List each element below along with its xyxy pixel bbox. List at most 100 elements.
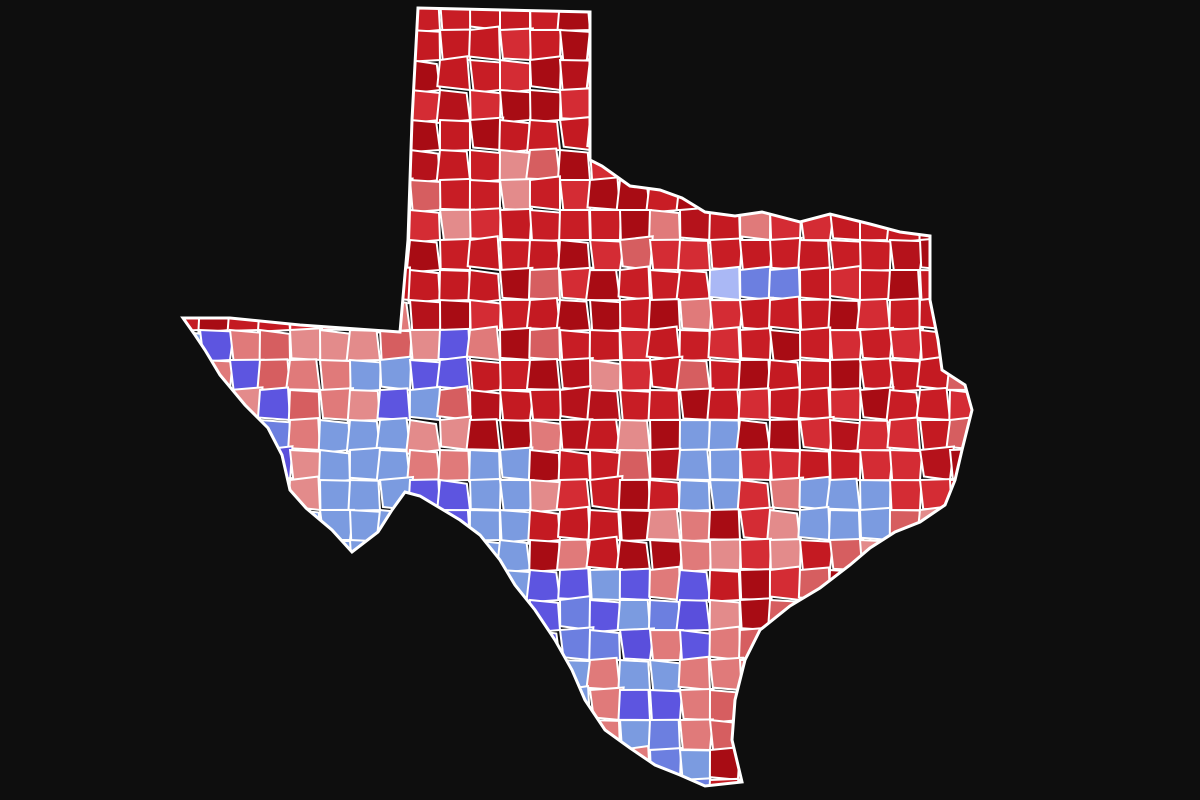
county [738,448,774,482]
county [588,208,622,242]
county [525,296,562,332]
county [737,358,772,392]
county [588,328,622,363]
county [287,388,322,423]
county [285,358,322,392]
county [798,298,833,332]
county [738,238,774,272]
county [707,568,742,603]
county [677,478,712,513]
county [345,328,382,362]
county [465,325,502,362]
county [498,118,532,155]
county [588,358,622,396]
county [317,448,352,485]
county [588,568,623,602]
county [677,655,712,692]
county [498,418,535,453]
county [468,207,502,242]
county [558,384,592,422]
county [468,358,504,395]
county [738,537,773,572]
county [648,447,682,482]
county [768,328,805,365]
county [647,298,682,332]
county [346,388,382,422]
county [678,297,714,332]
county [797,505,832,542]
county [498,178,536,212]
county [647,208,682,245]
county [676,238,712,272]
county [708,237,744,272]
county [738,296,774,332]
county [498,326,532,362]
county [436,385,472,422]
county [828,328,864,362]
county [586,388,622,423]
county [558,87,593,122]
county [675,268,712,304]
county [768,476,805,512]
county [348,446,382,482]
county [678,777,712,786]
county [557,567,592,602]
county [438,268,472,302]
county [528,326,562,362]
county [556,148,592,184]
county [408,298,444,334]
county [825,477,862,512]
county [438,298,472,333]
county [678,687,715,722]
county [466,235,502,272]
county [647,718,682,752]
county [888,326,925,362]
county [855,297,892,332]
county [645,507,682,542]
county [648,418,682,452]
county [438,177,472,212]
county [317,418,352,455]
county [675,598,712,632]
county [707,508,742,542]
county [618,296,652,332]
county [407,268,442,305]
county [408,385,442,422]
county [618,358,653,392]
county [468,448,502,483]
county [498,508,533,544]
county [525,358,562,392]
county [648,688,684,723]
county [647,598,682,633]
county [676,448,712,482]
county [588,238,626,273]
county [707,418,742,452]
county [467,268,502,306]
county [707,326,742,362]
county [404,418,442,456]
county [498,358,532,392]
county [768,236,803,272]
county [586,176,622,212]
county [588,474,624,512]
county [526,238,562,272]
county [618,208,652,242]
county [767,418,802,452]
county [555,538,592,572]
county [768,386,802,422]
county [438,237,472,272]
county [498,88,534,124]
county [318,358,355,393]
county [498,446,534,482]
county [888,478,923,512]
county [708,298,744,332]
county [767,266,802,302]
county [468,477,502,512]
county [768,565,802,602]
county [525,568,562,604]
county [888,297,922,332]
county [528,88,562,124]
county [527,267,562,302]
county [498,388,535,424]
